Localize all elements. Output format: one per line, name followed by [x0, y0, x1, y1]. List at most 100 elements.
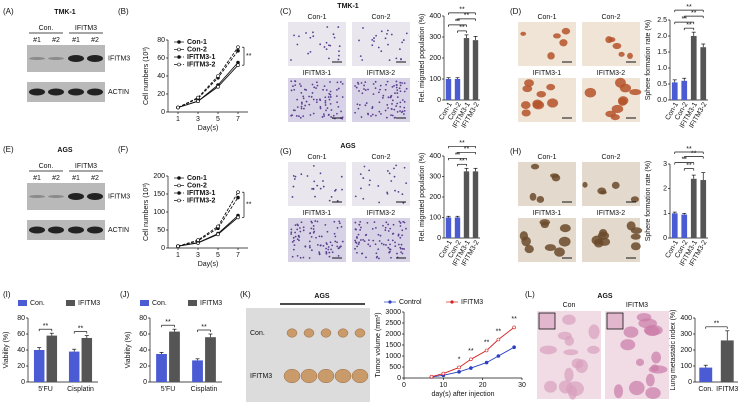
cell-dot	[358, 104, 361, 106]
cell-dot	[294, 231, 297, 234]
cell-dot	[373, 37, 375, 39]
sphere	[519, 231, 529, 241]
row-label: ACTIN	[108, 227, 129, 234]
cell-dot	[340, 245, 342, 248]
legend-label: IFITM3	[200, 300, 222, 307]
cell-dot	[327, 246, 330, 248]
cell-dot	[334, 188, 337, 191]
point	[236, 45, 240, 50]
y-axis-label: Cell numbers (10³)	[143, 47, 150, 105]
sphere	[522, 85, 533, 93]
cell-dot	[304, 245, 307, 248]
point	[236, 195, 240, 200]
x-tick-label: 3	[196, 116, 200, 123]
cell-dot	[341, 82, 344, 85]
legend-swatch	[66, 300, 75, 306]
cell-dot	[403, 106, 406, 109]
cell-dot	[354, 239, 357, 242]
sphere	[559, 39, 568, 47]
cell-dot	[399, 101, 402, 104]
cell-dot	[338, 54, 340, 57]
point	[176, 105, 180, 110]
x-axis-label: Day(s)	[198, 125, 219, 132]
cell-dot	[358, 90, 360, 92]
x-tick-label: 5	[216, 252, 220, 259]
cell-dot	[387, 43, 389, 46]
tissue	[544, 380, 557, 393]
cell-dot	[394, 92, 396, 94]
image-caption: IFITM3-1	[533, 70, 561, 77]
sphere	[593, 238, 604, 248]
panel-label: (G)	[280, 147, 292, 156]
blot-band	[48, 226, 64, 234]
cell-dot	[313, 230, 316, 233]
legend-swatch	[18, 300, 27, 306]
point	[216, 74, 220, 78]
cell-dot	[387, 239, 390, 242]
cell-dot	[378, 101, 381, 104]
cell-dot	[354, 85, 356, 87]
group-label: IFITM3	[75, 25, 97, 32]
sphere	[584, 87, 597, 98]
cell-dot	[356, 251, 358, 254]
blot	[27, 82, 105, 102]
cell-dot	[300, 85, 302, 87]
cell-dot	[400, 111, 403, 114]
image-title: AGS	[340, 143, 356, 150]
sphere	[520, 31, 527, 36]
legend-label: Con-2	[187, 46, 207, 53]
image-caption: Con-2	[371, 154, 390, 161]
cell-dot	[369, 179, 371, 182]
cell-dot	[308, 95, 310, 98]
cell-dot	[384, 88, 387, 91]
micrograph	[352, 78, 410, 122]
cell-dot	[361, 252, 364, 255]
tissue	[588, 324, 600, 340]
cell-dot	[395, 57, 398, 60]
bar	[671, 213, 678, 238]
photo-title: AGS	[314, 293, 330, 300]
y-tick-label: 0	[663, 235, 667, 242]
tissue	[563, 349, 579, 356]
sig-label: **	[246, 202, 252, 209]
y-tick-label: 0	[437, 235, 441, 242]
sig-label: **	[201, 324, 207, 331]
bar	[33, 350, 45, 382]
cell-dot	[291, 241, 294, 243]
cell-dot	[403, 100, 406, 103]
cell-dot	[290, 233, 293, 235]
sphere	[559, 224, 571, 233]
cell-dot	[393, 116, 396, 119]
cell-dot	[328, 255, 331, 258]
sig-label: *	[458, 356, 461, 363]
cell-dot	[325, 250, 328, 253]
blot	[27, 220, 105, 240]
cell-dot	[398, 48, 401, 51]
cell-dot	[372, 239, 375, 242]
cell-dot	[389, 250, 391, 253]
cell-dot	[340, 110, 342, 113]
cell-dot	[297, 224, 299, 227]
cell-dot	[300, 221, 303, 224]
cell-dot	[325, 109, 327, 112]
point	[484, 360, 489, 365]
tissue	[623, 326, 639, 338]
point	[196, 95, 200, 100]
cell-dot	[319, 172, 322, 175]
cell-dot	[323, 115, 326, 117]
point	[484, 348, 489, 353]
sig-label: **	[455, 19, 461, 26]
cell-dot	[316, 184, 319, 187]
bar	[192, 360, 203, 382]
cell-dot	[365, 102, 368, 104]
cell-dot	[330, 109, 333, 111]
cell-dot	[292, 85, 294, 88]
cell-dot	[326, 107, 329, 110]
image-caption: IFITM3-1	[303, 210, 331, 217]
tissue	[564, 367, 574, 382]
cell-dot	[305, 32, 307, 34]
cell-dot	[340, 225, 343, 228]
cell-dot	[364, 81, 367, 84]
cell-dot	[399, 225, 402, 227]
y-tick-label: 3000	[385, 309, 401, 316]
